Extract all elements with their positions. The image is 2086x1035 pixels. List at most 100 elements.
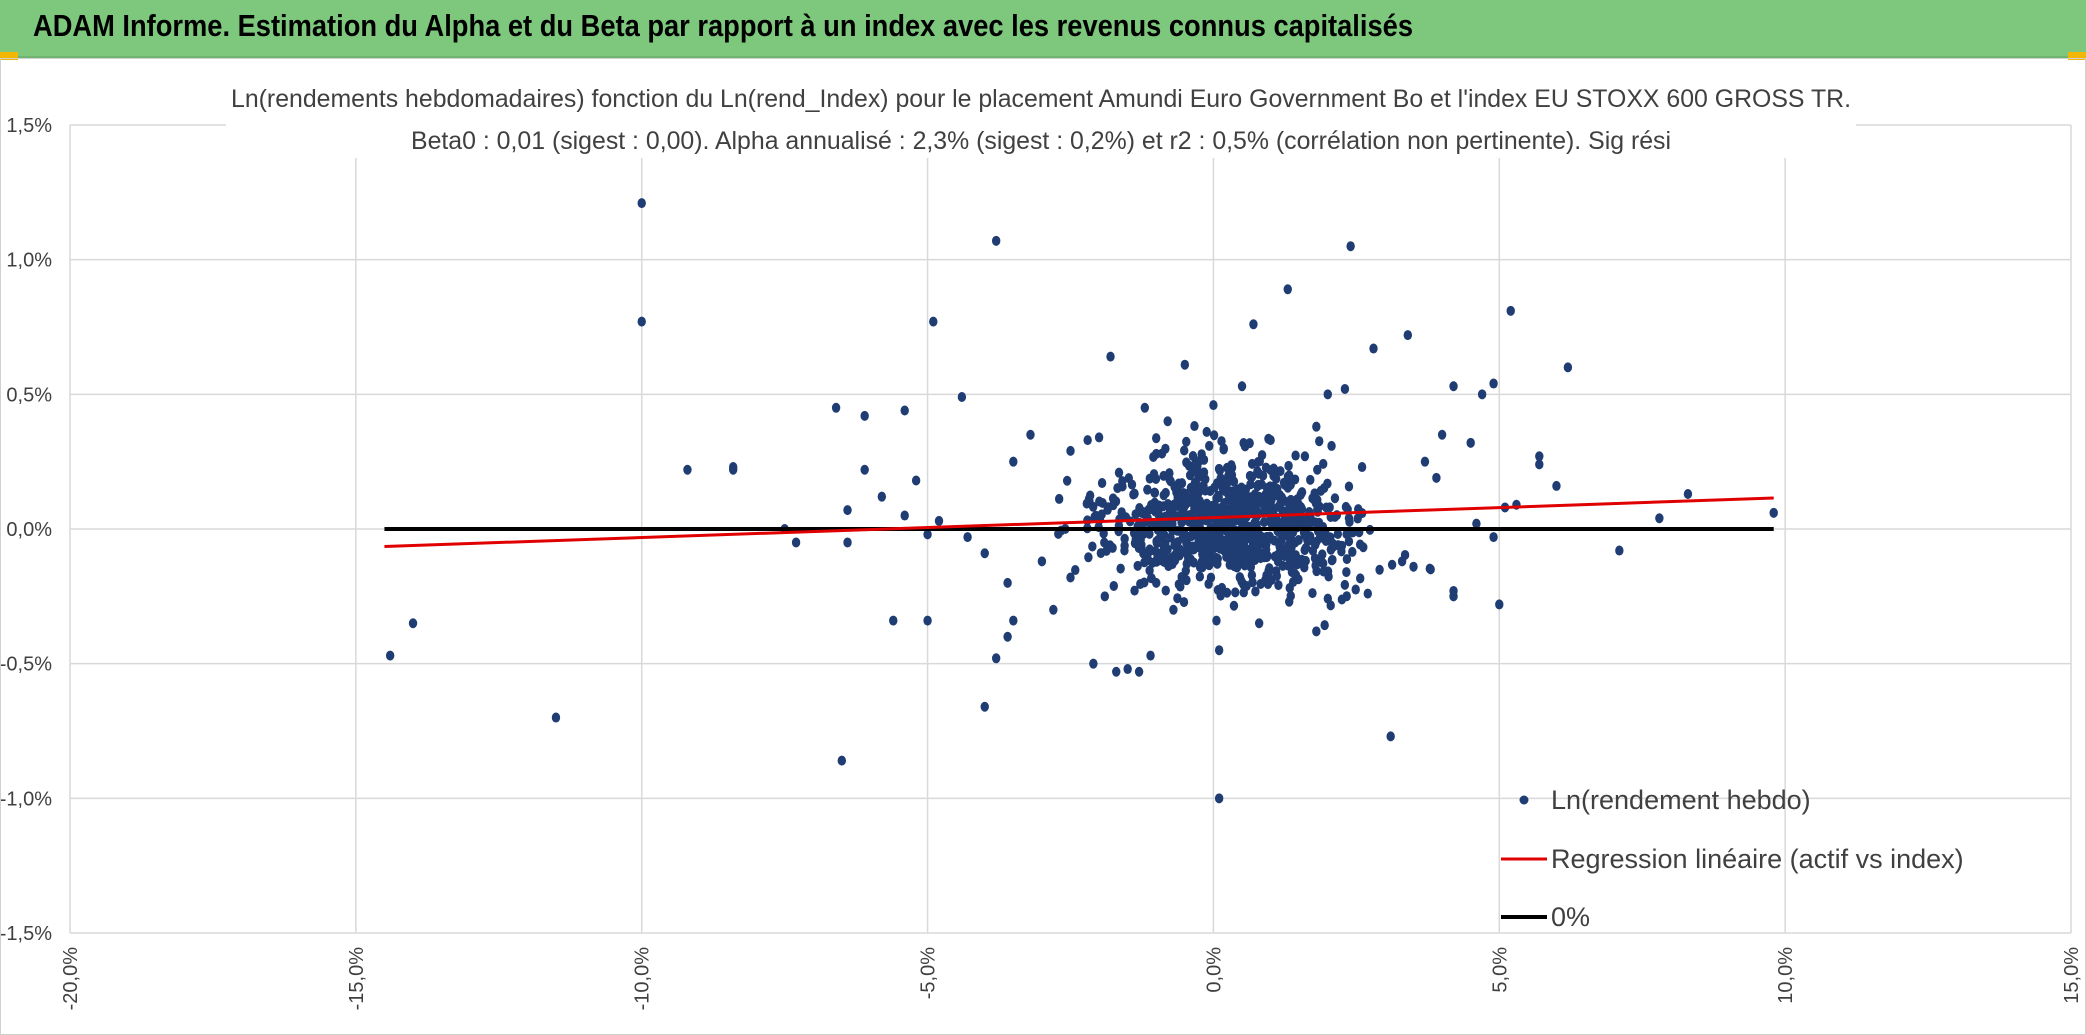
data-point: [1238, 495, 1248, 506]
y-tick-label: 1,5%: [6, 115, 52, 137]
data-point: [791, 537, 801, 548]
data-point: [1083, 435, 1092, 446]
data-point: [1026, 429, 1035, 440]
data-point: [860, 410, 869, 421]
data-point: [1386, 731, 1395, 742]
data-point: [1150, 487, 1160, 498]
data-point: [1094, 432, 1104, 443]
data-point: [1037, 556, 1047, 567]
data-point: [1273, 556, 1283, 567]
data-point: [1003, 631, 1012, 642]
data-point: [1146, 650, 1155, 661]
data-point: [1062, 475, 1072, 486]
data-point: [1269, 470, 1278, 481]
data-point: [1154, 509, 1164, 520]
data-point: [843, 537, 852, 548]
data-point: [1179, 597, 1189, 608]
data-point: [1237, 486, 1246, 497]
data-point: [1304, 516, 1313, 527]
data-point: [1449, 381, 1458, 392]
data-point: [1264, 565, 1273, 576]
data-point: [1100, 537, 1109, 548]
data-point: [1351, 584, 1360, 595]
data-point: [637, 316, 646, 327]
data-point: [1432, 472, 1441, 483]
data-point: [1174, 579, 1184, 590]
data-point: [1202, 426, 1211, 437]
data-point: [1149, 451, 1158, 462]
data-point: [1294, 535, 1303, 546]
data-point: [1297, 488, 1306, 499]
data-point: [1353, 513, 1362, 524]
data-point: [1229, 556, 1238, 567]
data-point: [1266, 435, 1275, 446]
data-point: [1066, 445, 1075, 456]
y-tick-label: -1,0%: [1, 788, 52, 810]
legend-marker-points: [1519, 795, 1529, 805]
data-point: [1088, 541, 1097, 552]
data-point: [1254, 618, 1264, 629]
data-point: [1205, 440, 1214, 451]
data-point: [1089, 658, 1098, 669]
data-point: [1212, 503, 1222, 514]
data-point: [1260, 552, 1269, 563]
data-point: [923, 615, 932, 626]
data-point: [1209, 430, 1219, 441]
data-point: [1109, 580, 1118, 591]
data-point: [1489, 378, 1498, 389]
data-point: [1495, 599, 1504, 610]
data-point: [1209, 400, 1218, 411]
data-point: [1311, 498, 1321, 509]
data-point: [1288, 577, 1298, 588]
data-point: [1182, 436, 1191, 447]
data-point: [1201, 485, 1210, 496]
data-point: [1322, 502, 1331, 513]
data-point: [923, 529, 932, 540]
data-point: [1477, 389, 1487, 400]
data-point: [1261, 544, 1271, 555]
data-point: [1337, 546, 1346, 557]
data-point: [408, 618, 418, 629]
data-point: [1152, 433, 1161, 444]
data-point: [1165, 474, 1174, 485]
x-tick-label: -5,0%: [918, 947, 940, 999]
data-point: [1003, 577, 1012, 588]
x-tick-label: 5,0%: [1489, 947, 1511, 993]
data-point: [1320, 620, 1329, 631]
data-point: [1327, 440, 1336, 451]
data-point: [1285, 554, 1295, 565]
data-point: [1316, 555, 1326, 566]
data-point: [1114, 467, 1124, 478]
data-point: [837, 755, 847, 766]
data-point: [1313, 464, 1322, 475]
data-point: [831, 402, 841, 413]
data-point: [1170, 555, 1180, 566]
data-point: [1259, 517, 1269, 528]
axis-tick-labels: 1,5% 1,0% 0,5% 0,0% -0,5% -1,0% -1,5% -20,0% -15…: [1, 115, 2083, 1010]
data-point: [1535, 451, 1544, 462]
data-point: [1054, 493, 1064, 504]
legend-label-regression: Regression linéaire (actif vs index): [1551, 844, 1964, 874]
data-point: [1271, 566, 1281, 577]
corner-marker-right: [2068, 52, 2086, 60]
data-point: [911, 475, 921, 486]
data-point: [1145, 565, 1154, 576]
data-point: [1285, 596, 1294, 607]
data-point: [1082, 498, 1092, 509]
data-point: [1426, 564, 1435, 575]
x-tick-label: -15,0%: [346, 947, 368, 1011]
data-point: [1159, 490, 1168, 501]
data-point: [1300, 562, 1309, 573]
data-point: [1552, 480, 1561, 491]
data-point: [889, 615, 898, 626]
data-point: [1123, 664, 1132, 675]
data-point: [1182, 558, 1191, 569]
data-point: [1049, 604, 1058, 615]
data-point: [1180, 445, 1189, 456]
data-point: [1323, 389, 1332, 400]
data-point: [900, 510, 909, 521]
data-point: [1420, 456, 1430, 467]
legend: Ln(rendement hebdo) Regression linéaire …: [1501, 785, 1964, 932]
data-point: [1192, 456, 1202, 467]
data-point: [1246, 479, 1255, 490]
